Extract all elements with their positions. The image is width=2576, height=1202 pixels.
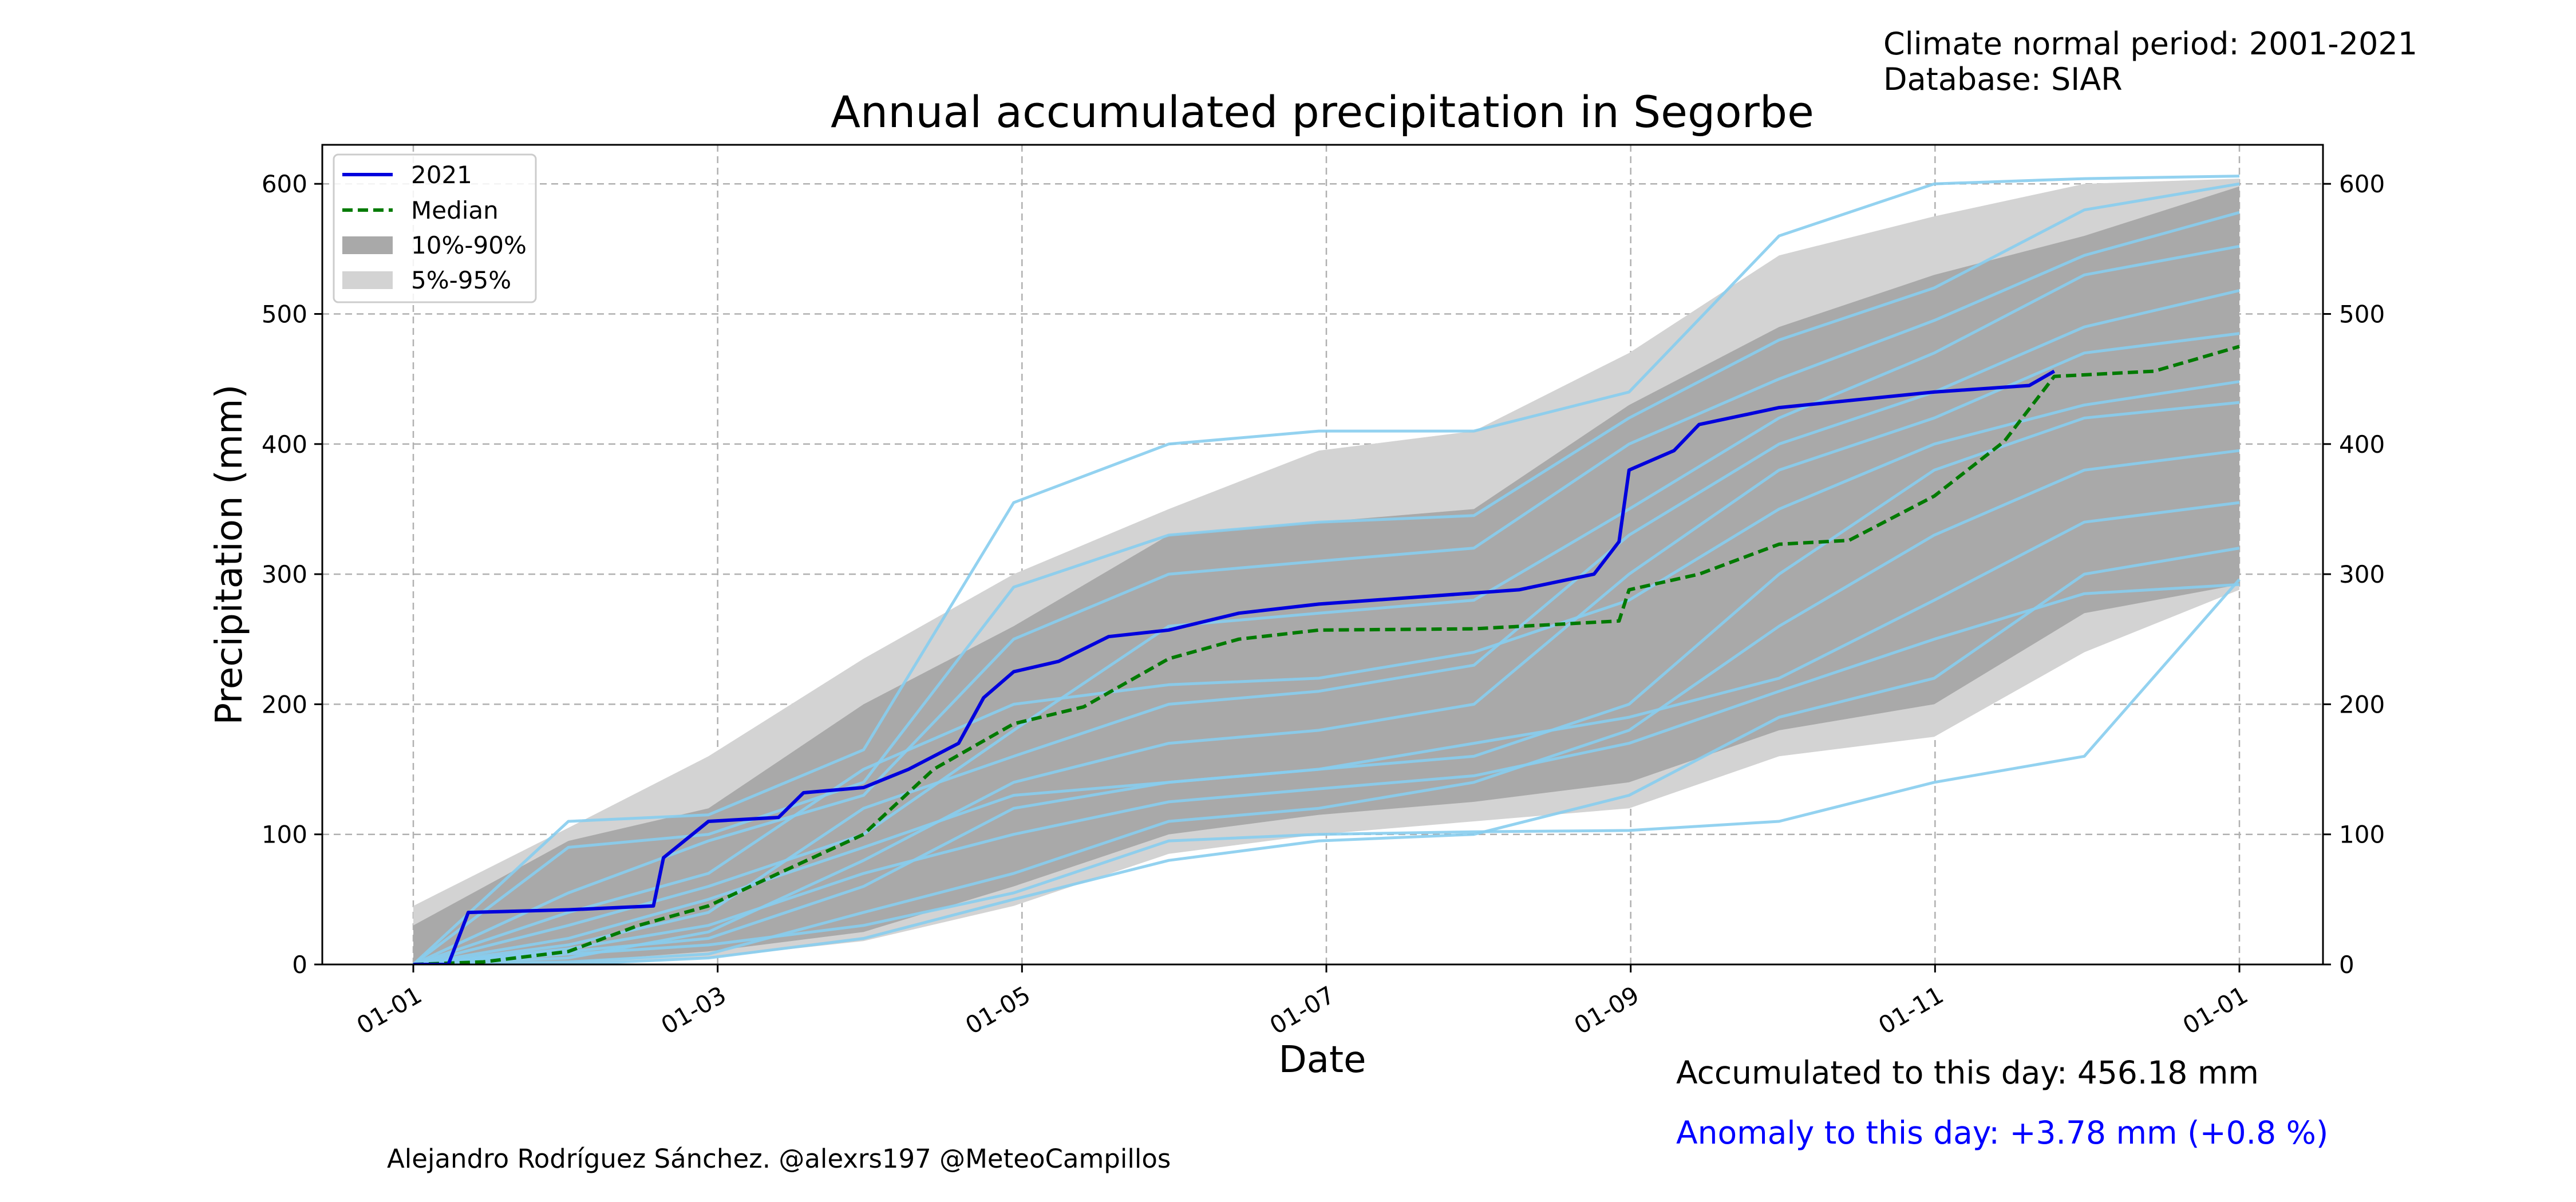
current-year-series [413,369,2056,964]
x-tick-label: 01-07 [1265,980,1340,1039]
historical-year-line [412,182,2240,964]
legend-box [333,153,537,303]
historical-year-line [413,449,2240,964]
y-tick-label-left: 400 [262,430,307,458]
climate-period-text: Climate normal period: 2001-2021 [1883,26,2417,62]
x-tick-label: 01-11 [1874,980,1948,1039]
y-axis-label: Precipitation (mm) [208,385,251,725]
x-tick-label: 01-03 [656,980,730,1039]
historical-year-line [413,578,2241,964]
median-line [413,345,2240,964]
y-tick-label-right: 300 [2339,560,2385,588]
legend-swatch-10-90 [342,236,393,254]
x-tick-label: 01-01 [352,980,426,1039]
y-tick-label-left: 500 [262,300,307,328]
y-tick-label-right: 200 [2339,690,2385,718]
historical-year-line [413,501,2240,964]
legend: 2021 Median 10%-90% 5%-95% [333,153,537,303]
author-credit: Alejandro Rodríguez Sánchez. @alexrs197 … [387,1144,1171,1174]
y-tick-label-left: 200 [262,690,307,718]
y-tick-label-left: 300 [262,560,307,588]
y-tick-label-right: 0 [2339,951,2354,979]
accumulated-text: Accumulated to this day: 456.18 mm [1676,1054,2259,1091]
historical-year-line [413,583,2240,964]
median-series [413,345,2240,964]
historical-year-line [412,211,2240,964]
plot-frame [321,144,2324,966]
y-tick-label-left: 600 [262,170,307,198]
historical-year-line [412,175,2240,964]
legend-label-median: Median [411,196,499,224]
historical-year-line [413,380,2240,964]
x-tick-label: 01-01 [2178,980,2253,1039]
anomaly-text: Anomaly to this day: +3.78 mm (+0.8 %) [1676,1114,2328,1151]
chart-title: Annual accumulated precipitation in Sego… [831,86,1814,137]
y-tick-label-right: 100 [2339,821,2385,849]
y-tick-label-left: 100 [262,821,307,849]
year-2021-line [413,369,2056,964]
x-tick-label: 01-09 [1569,980,1643,1039]
y-tick-label-right: 400 [2339,430,2385,458]
y-tick-label-right: 600 [2339,170,2385,198]
database-text: Database: SIAR [1883,61,2123,97]
band-10-90 [413,186,2239,964]
x-tick-label: 01-05 [961,980,1035,1039]
legend-label-2021: 2021 [411,161,472,189]
legend-swatch-5-95 [342,271,393,289]
y-tick-label-right: 500 [2339,300,2385,328]
historical-year-line [413,547,2240,964]
y-tick-label-left: 0 [292,951,307,979]
legend-label-10-90: 10%-90% [411,231,527,259]
historical-year-line [413,332,2240,964]
historical-year-lines [412,175,2241,964]
legend-label-5-95: 5%-95% [411,266,511,294]
historical-year-line [413,244,2240,964]
x-axis-label: Date [1279,1039,1366,1081]
